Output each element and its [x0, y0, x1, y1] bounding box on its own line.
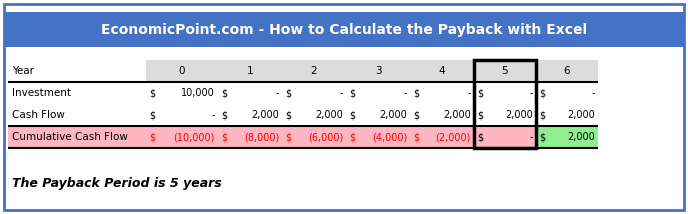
Bar	[218, 126, 282, 148]
Bar	[218, 82, 282, 104]
Text: Year: Year	[12, 66, 34, 76]
Text: $: $	[221, 132, 227, 142]
Text: (6,000): (6,000)	[308, 132, 343, 142]
Text: -: -	[403, 88, 407, 98]
Text: $: $	[221, 110, 227, 120]
Text: $: $	[285, 132, 291, 142]
Text: 4: 4	[439, 66, 445, 76]
Bar	[474, 60, 536, 82]
Text: 3: 3	[375, 66, 381, 76]
Bar	[474, 82, 536, 104]
Text: $: $	[539, 132, 545, 142]
Text: $: $	[221, 88, 227, 98]
Bar	[474, 126, 536, 148]
Bar	[536, 82, 598, 104]
Text: 2,000: 2,000	[379, 110, 407, 120]
Bar	[410, 126, 474, 148]
Text: $: $	[539, 110, 545, 120]
Text: 2,000: 2,000	[567, 132, 595, 142]
Text: -: -	[530, 132, 533, 142]
Text: 2,000: 2,000	[251, 110, 279, 120]
Text: $: $	[539, 88, 545, 98]
Text: -: -	[592, 88, 595, 98]
Text: Investment: Investment	[12, 88, 71, 98]
Bar	[218, 60, 282, 82]
Text: Cumulative Cash Flow: Cumulative Cash Flow	[12, 132, 128, 142]
Bar	[346, 126, 410, 148]
Bar	[346, 82, 410, 104]
Text: -: -	[530, 88, 533, 98]
Text: Cash Flow: Cash Flow	[12, 110, 65, 120]
Text: $: $	[349, 88, 355, 98]
Text: -: -	[275, 88, 279, 98]
Bar	[282, 82, 346, 104]
Bar	[474, 60, 536, 148]
Text: $: $	[285, 110, 291, 120]
Bar	[474, 104, 536, 126]
Bar	[346, 104, 410, 126]
Text: 5: 5	[502, 66, 508, 76]
Bar	[146, 104, 218, 126]
Bar	[536, 60, 598, 82]
Text: (2,000): (2,000)	[436, 132, 471, 142]
Text: $: $	[349, 110, 355, 120]
Text: $: $	[413, 132, 419, 142]
Bar	[8, 82, 146, 104]
Text: (10,000): (10,000)	[173, 132, 215, 142]
Text: 2,000: 2,000	[443, 110, 471, 120]
Text: -: -	[211, 110, 215, 120]
Text: $: $	[413, 88, 419, 98]
Bar	[8, 60, 146, 82]
Text: $: $	[349, 132, 355, 142]
Text: 1: 1	[247, 66, 253, 76]
Text: -: -	[468, 88, 471, 98]
Text: (4,000): (4,000)	[372, 132, 407, 142]
Bar	[282, 126, 346, 148]
Text: (8,000): (8,000)	[244, 132, 279, 142]
Text: $: $	[477, 110, 483, 120]
Text: 10,000: 10,000	[181, 88, 215, 98]
Bar	[146, 82, 218, 104]
Text: 6: 6	[563, 66, 570, 76]
Bar	[282, 104, 346, 126]
Text: 2,000: 2,000	[315, 110, 343, 120]
Bar	[536, 104, 598, 126]
Text: 2,000: 2,000	[505, 110, 533, 120]
Text: $: $	[149, 110, 155, 120]
Text: 2,000: 2,000	[567, 110, 595, 120]
Bar	[8, 126, 146, 148]
Bar	[4, 12, 684, 47]
Bar	[146, 126, 218, 148]
Bar	[282, 60, 346, 82]
Bar	[218, 104, 282, 126]
Bar	[346, 60, 410, 82]
Text: EconomicPoint.com - How to Calculate the Payback with Excel: EconomicPoint.com - How to Calculate the…	[101, 22, 587, 37]
Text: $: $	[477, 88, 483, 98]
Bar	[410, 104, 474, 126]
Bar	[536, 126, 598, 148]
Text: $: $	[285, 88, 291, 98]
Text: $: $	[149, 88, 155, 98]
Text: -: -	[339, 88, 343, 98]
Bar	[410, 82, 474, 104]
Bar	[410, 60, 474, 82]
Text: $: $	[149, 132, 155, 142]
Text: $: $	[413, 110, 419, 120]
Text: 2: 2	[311, 66, 317, 76]
Text: The Payback Period is 5 years: The Payback Period is 5 years	[12, 177, 222, 190]
Bar	[146, 60, 218, 82]
Text: 0: 0	[179, 66, 185, 76]
Bar	[8, 104, 146, 126]
Text: $: $	[477, 132, 483, 142]
